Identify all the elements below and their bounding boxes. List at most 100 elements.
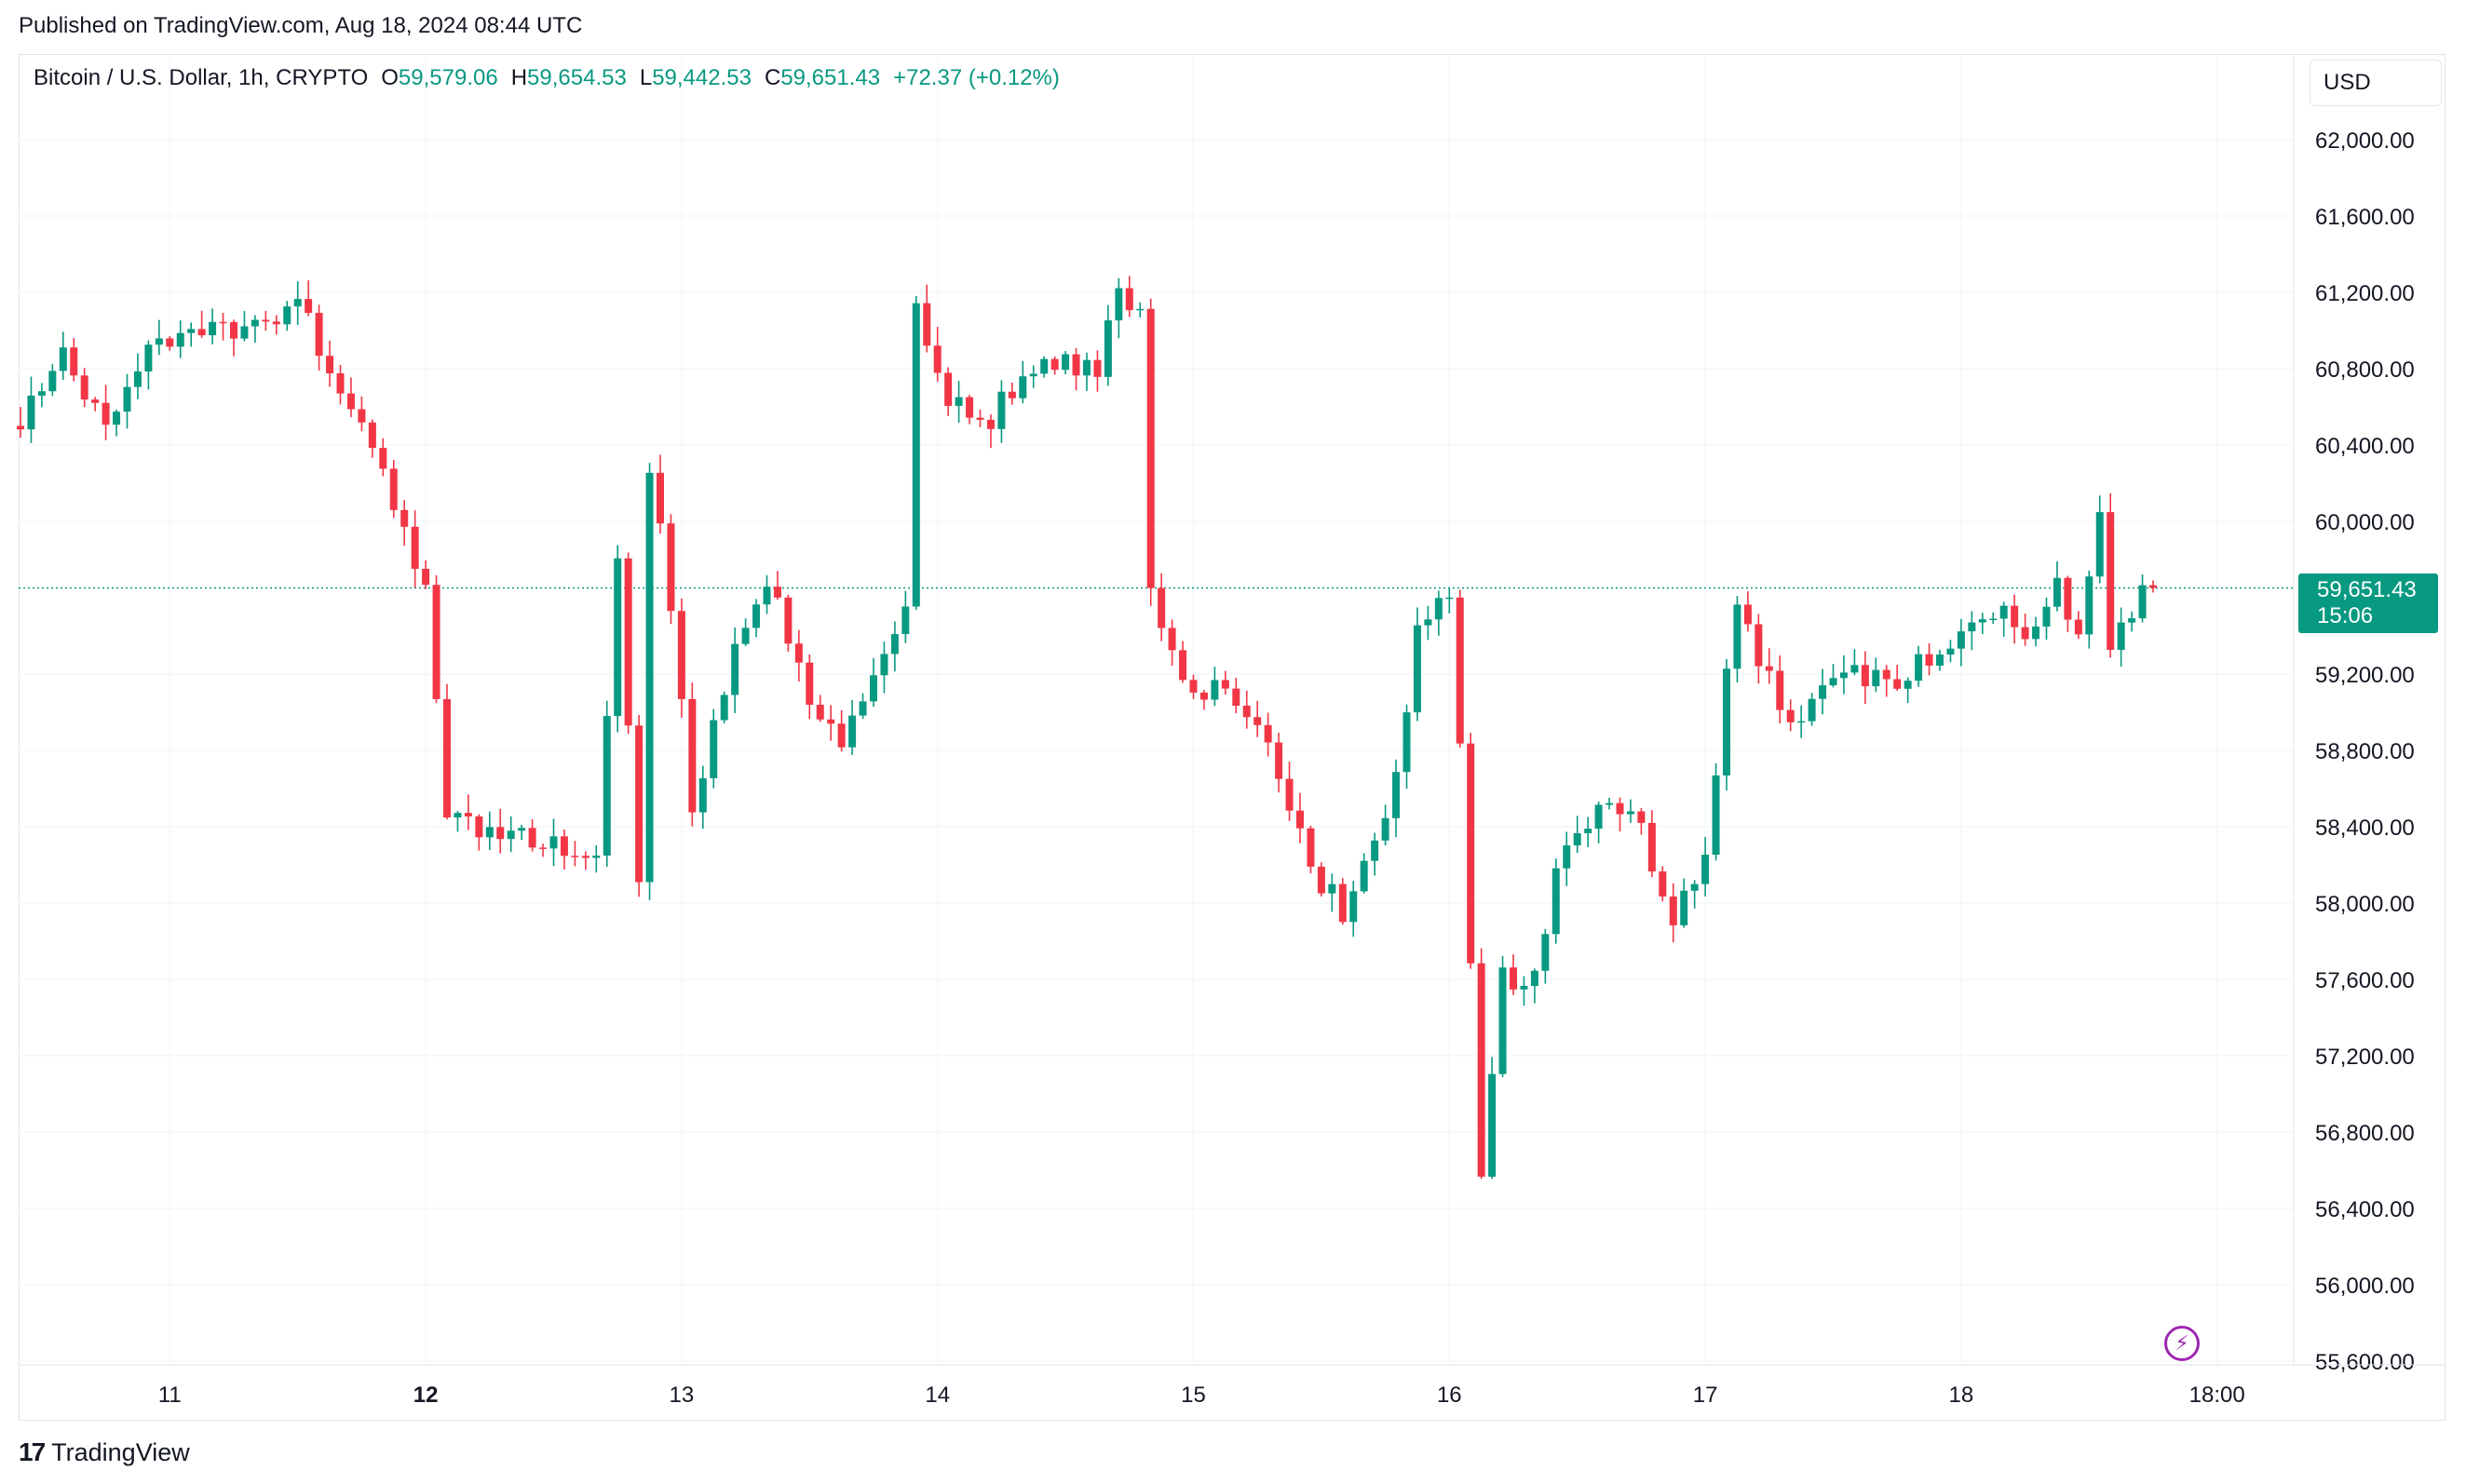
candle-up: [752, 604, 761, 628]
candle-up: [2042, 606, 2051, 627]
last-price-tag: 59,651.43 15:06: [2298, 573, 2438, 633]
low-value: 59,442.53: [652, 65, 752, 90]
candle-down: [464, 813, 472, 816]
y-tick-label: 57,600.00: [2315, 968, 2415, 993]
y-tick-label: 61,200.00: [2315, 281, 2415, 306]
candle-up: [645, 472, 654, 883]
candle-down: [1669, 896, 1677, 925]
candle-up: [1819, 685, 1827, 699]
candle-down: [315, 313, 323, 357]
candle-up: [1946, 648, 1955, 655]
lightning-icon[interactable]: ⚡: [2164, 1326, 2200, 1361]
candle-down: [966, 397, 974, 418]
candle-down: [1893, 679, 1902, 689]
x-tick-label: 17: [1693, 1383, 1718, 1408]
candle-up: [1360, 860, 1368, 892]
candle-up: [614, 558, 622, 717]
candle-down: [806, 662, 814, 705]
low-label: L: [639, 65, 653, 90]
candle-up: [133, 371, 142, 387]
candle-up: [1978, 619, 1986, 623]
tradingview-logo[interactable]: 17 TradingView: [19, 1436, 190, 1469]
candle-up: [1551, 868, 1560, 935]
candle-down: [923, 303, 931, 346]
candle-down: [272, 321, 280, 325]
candle-down: [262, 319, 270, 322]
x-tick-label: 13: [670, 1383, 695, 1408]
candle-up: [27, 395, 35, 430]
y-tick-label: 60,400.00: [2315, 434, 2415, 459]
candle-up: [997, 391, 1006, 429]
candle-down: [305, 299, 313, 314]
candle-down: [1072, 354, 1080, 376]
candle-up: [592, 855, 601, 858]
candle-down: [432, 585, 440, 699]
candle-down: [1925, 654, 1933, 666]
candle-up: [1584, 829, 1592, 834]
candle-down: [2107, 512, 2115, 651]
candle-up: [2053, 577, 2061, 607]
change-value: +72.37 (+0.12%): [893, 65, 1060, 90]
x-tick-label: 16: [1437, 1383, 1462, 1408]
candle-down: [475, 816, 483, 838]
y-tick-label: 57,200.00: [2315, 1045, 2415, 1070]
candle-down: [1477, 963, 1485, 1177]
candle-up: [1733, 604, 1741, 669]
candle-down: [1158, 587, 1166, 628]
candle-up: [1563, 845, 1571, 869]
candle-up: [1573, 833, 1581, 846]
candle-up: [454, 813, 462, 818]
candle-up: [2032, 626, 2040, 640]
candle-up: [2138, 585, 2147, 619]
candle-up: [1797, 721, 1806, 723]
candle-up: [763, 587, 771, 605]
candle-up: [518, 828, 526, 831]
candle-up: [1211, 680, 1219, 700]
x-tick-label: 11: [158, 1383, 182, 1408]
candle-down: [1307, 828, 1315, 867]
candle-down: [1776, 670, 1784, 710]
candle-up: [1434, 598, 1443, 620]
candle-down: [1264, 724, 1272, 743]
candle-down: [197, 329, 206, 336]
symbol-title: Bitcoin / U.S. Dollar, 1h, CRYPTO: [34, 65, 369, 90]
candle-up: [240, 326, 249, 339]
y-tick-label: 56,000.00: [2315, 1274, 2415, 1299]
candle-down: [581, 856, 589, 858]
candle-down: [379, 448, 387, 469]
candle-up: [1488, 1073, 1497, 1177]
candle-down: [1296, 810, 1304, 829]
time-axis: 11 12 13 14 15 16 17 18 18:00: [158, 1383, 2245, 1408]
candle-up: [1680, 890, 1688, 925]
candle-up: [1829, 678, 1837, 686]
candle-down: [389, 468, 398, 510]
candle-down: [624, 558, 632, 726]
candle-down: [1221, 680, 1229, 689]
high-value: 59,654.53: [527, 65, 627, 90]
candle-down: [400, 509, 409, 527]
candle-down: [91, 399, 100, 403]
candle-down: [70, 347, 78, 376]
x-tick-label: 18:00: [2189, 1383, 2245, 1408]
candle-down: [677, 611, 685, 699]
candle-up: [2117, 622, 2125, 651]
candle-up: [1808, 698, 1816, 722]
candle-down: [1199, 692, 1208, 700]
candle-up: [955, 397, 963, 407]
close-value: 59,651.43: [780, 65, 881, 90]
candle-up: [251, 319, 259, 327]
open-label: O: [381, 65, 399, 90]
candle-up: [901, 606, 910, 635]
currency-button[interactable]: USD: [2310, 60, 2442, 106]
candle-down: [102, 402, 110, 425]
candle-up: [890, 634, 899, 654]
candle-up: [1424, 619, 1432, 626]
candle-up: [507, 830, 515, 840]
candle-down: [17, 425, 24, 430]
candle-down: [2011, 605, 2019, 627]
candle-up: [848, 715, 857, 748]
candle-down: [1755, 624, 1763, 667]
candle-up: [880, 654, 888, 676]
chart-frame[interactable]: [19, 54, 2446, 1421]
